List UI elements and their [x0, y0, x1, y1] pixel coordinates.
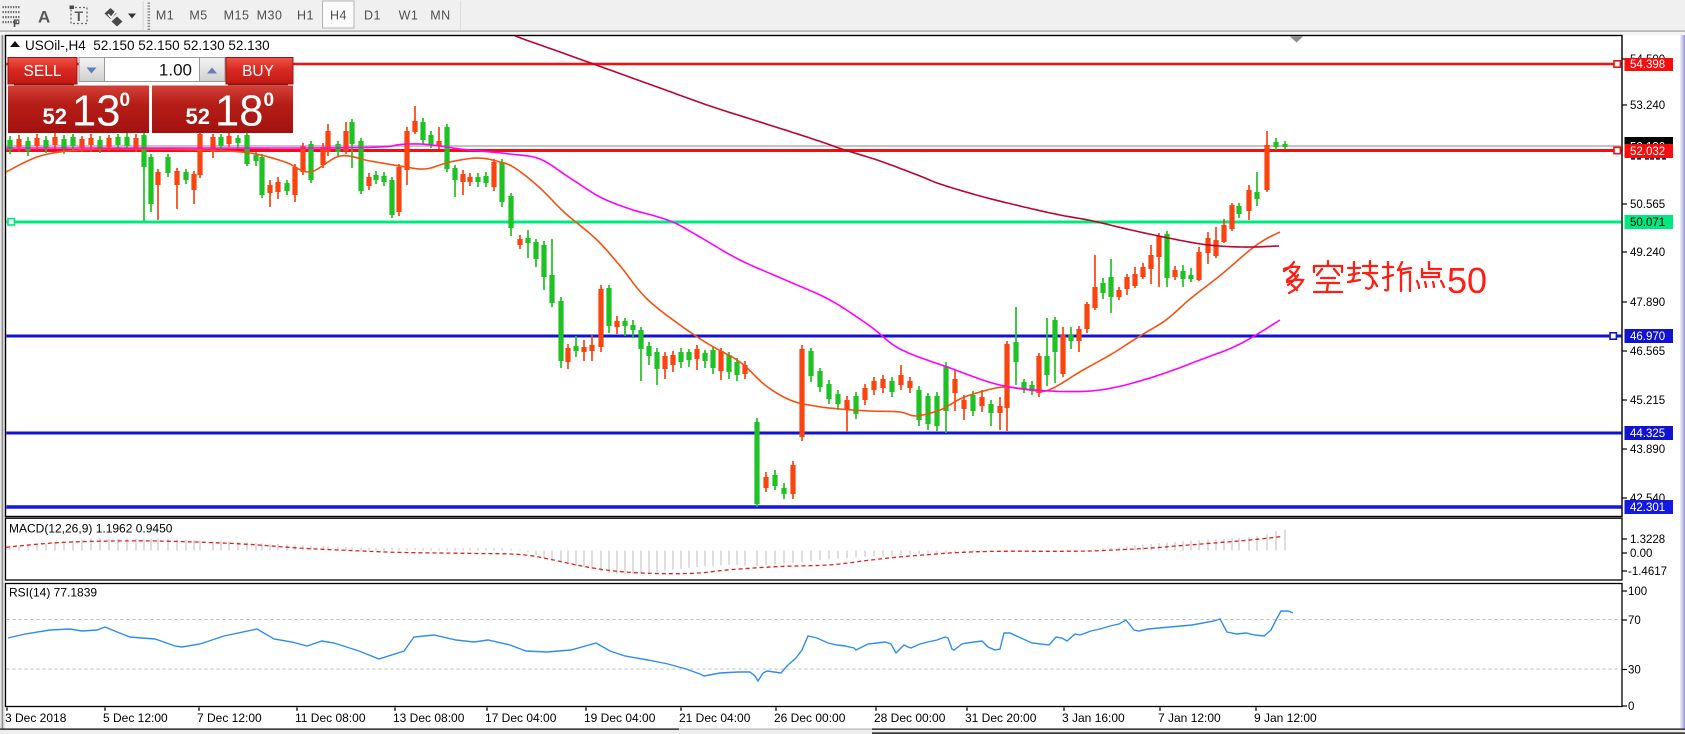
- svg-text:21 Dec 04:00: 21 Dec 04:00: [679, 711, 751, 725]
- svg-text:31 Dec 20:00: 31 Dec 20:00: [965, 711, 1037, 725]
- svg-text:13 Dec 08:00: 13 Dec 08:00: [393, 711, 465, 725]
- svg-text:1.3228: 1.3228: [1630, 534, 1665, 546]
- svg-text:D1: D1: [364, 9, 381, 23]
- svg-text:3 Dec 2018: 3 Dec 2018: [5, 711, 67, 725]
- svg-text:5 Dec 12:00: 5 Dec 12:00: [103, 711, 168, 725]
- svg-text:47.890: 47.890: [1630, 297, 1665, 309]
- svg-text:SELL: SELL: [24, 63, 62, 80]
- svg-text:H4: H4: [330, 9, 347, 23]
- svg-text:28 Dec 00:00: 28 Dec 00:00: [874, 711, 946, 725]
- svg-text:3 Jan 16:00: 3 Jan 16:00: [1062, 711, 1125, 725]
- svg-text:53.240: 53.240: [1630, 100, 1665, 112]
- svg-text:-1.4617: -1.4617: [1628, 566, 1667, 578]
- svg-text:7 Jan 12:00: 7 Jan 12:00: [1158, 711, 1221, 725]
- svg-text:45.215: 45.215: [1630, 395, 1665, 407]
- svg-text:52: 52: [43, 104, 67, 129]
- svg-text:100: 100: [1628, 586, 1647, 598]
- svg-text:MN: MN: [430, 9, 450, 23]
- svg-text:18: 18: [215, 88, 263, 136]
- svg-text:50.071: 50.071: [1630, 217, 1665, 229]
- svg-text:54.398: 54.398: [1630, 59, 1665, 71]
- svg-text:11 Dec 08:00: 11 Dec 08:00: [295, 711, 366, 725]
- svg-text:52.032: 52.032: [1630, 146, 1665, 158]
- svg-text:30: 30: [1628, 665, 1641, 677]
- svg-text:44.325: 44.325: [1630, 428, 1665, 440]
- svg-text:49.240: 49.240: [1630, 247, 1665, 259]
- svg-text:42.301: 42.301: [1630, 502, 1665, 514]
- svg-text:26 Dec 00:00: 26 Dec 00:00: [774, 711, 846, 725]
- svg-text:9 Jan 12:00: 9 Jan 12:00: [1254, 711, 1317, 725]
- svg-text:52: 52: [186, 104, 210, 129]
- svg-text:46.970: 46.970: [1630, 331, 1665, 343]
- svg-text:13: 13: [72, 88, 120, 136]
- svg-text:W1: W1: [399, 9, 419, 23]
- svg-text:M1: M1: [156, 9, 174, 23]
- svg-text:0: 0: [120, 90, 131, 111]
- svg-text:USOil-,H4 52.150 52.150 52.13: USOil-,H4 52.150 52.150 52.130 52.130: [25, 38, 270, 53]
- svg-text:BUY: BUY: [242, 63, 274, 80]
- svg-text:M5: M5: [189, 9, 207, 23]
- svg-text:H1: H1: [297, 9, 314, 23]
- svg-text:MACD(12,26,9) 1.1962 0.9450: MACD(12,26,9) 1.1962 0.9450: [9, 522, 173, 536]
- svg-text:T: T: [75, 8, 84, 24]
- svg-text:70: 70: [1628, 615, 1641, 627]
- svg-text:17 Dec 04:00: 17 Dec 04:00: [485, 711, 557, 725]
- svg-text:A: A: [38, 8, 50, 27]
- svg-text:RSI(14) 77.1839: RSI(14) 77.1839: [9, 586, 97, 600]
- svg-text:0: 0: [1628, 701, 1634, 713]
- svg-text:M15: M15: [224, 9, 250, 23]
- svg-text:0.00: 0.00: [1630, 548, 1652, 560]
- svg-text:46.565: 46.565: [1630, 346, 1665, 358]
- svg-text:0: 0: [264, 90, 275, 111]
- svg-text:7 Dec 12:00: 7 Dec 12:00: [197, 711, 262, 725]
- svg-text:F: F: [13, 18, 20, 30]
- svg-text:43.890: 43.890: [1630, 444, 1665, 456]
- svg-text:50.565: 50.565: [1630, 199, 1665, 211]
- svg-text:M30: M30: [257, 9, 283, 23]
- svg-text:19 Dec 04:00: 19 Dec 04:00: [584, 711, 656, 725]
- svg-text:50: 50: [1447, 260, 1487, 301]
- svg-text:1.00: 1.00: [159, 61, 192, 80]
